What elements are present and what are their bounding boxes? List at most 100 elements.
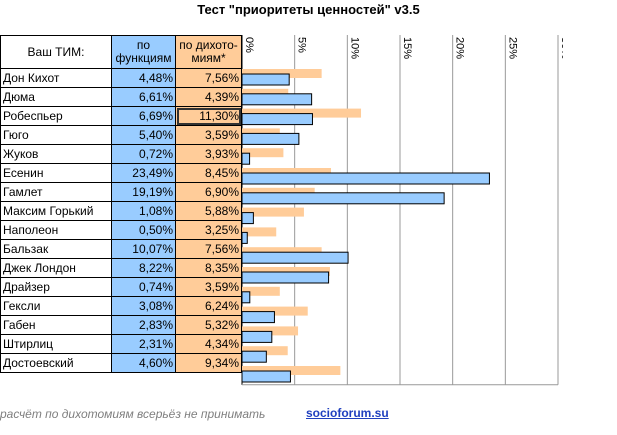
table-row: Достоевский 4,60% 9,34% (0, 353, 242, 373)
table-row: Гюго 5,40% 3,59% (0, 125, 242, 145)
bar-functions (241, 231, 248, 244)
x-tick-label: 5% (296, 37, 308, 53)
row-dich-value: 3,59% (175, 277, 242, 297)
row-name: Дюма (0, 87, 112, 107)
row-func-value: 0,74% (111, 277, 176, 297)
header-by-functions: по функциям (111, 35, 176, 69)
table-row: Есенин 23,49% 8,45% (0, 163, 242, 183)
row-name: Наполеон (0, 220, 112, 240)
row-dich-value: 4,34% (175, 334, 242, 354)
bar-dichotomies (242, 366, 341, 375)
row-name: Есенин (0, 163, 112, 183)
row-func-value: 3,08% (111, 296, 176, 316)
bar-dichotomies (242, 227, 277, 237)
x-tick-label: 25% (506, 37, 518, 59)
table-header-row: Ваш ТИМ: по функциям по дихото-миям* (0, 35, 242, 69)
table-row: Максим Горький 1,08% 5,88% (0, 201, 242, 221)
bar-functions (241, 212, 254, 225)
table-row: Робеспьер 6,69% 11,30% (0, 106, 242, 126)
row-dich-value: 6,90% (175, 182, 242, 202)
bar-functions (241, 330, 273, 343)
bar-functions (241, 172, 490, 185)
table-row: Бальзак 10,07% 7,56% (0, 239, 242, 259)
row-name: Жуков (0, 144, 112, 164)
bar-functions (241, 132, 300, 145)
row-func-value: 6,69% (111, 106, 176, 126)
row-name: Гамлет (0, 182, 112, 202)
x-tick-label: 20% (454, 37, 466, 59)
table-row: Наполеон 0,50% 3,25% (0, 220, 242, 240)
row-func-value: 4,60% (111, 353, 176, 373)
table-row: Дюма 6,61% 4,39% (0, 87, 242, 107)
row-func-value: 0,50% (111, 220, 176, 240)
row-func-value: 23,49% (111, 163, 176, 183)
row-dich-value: 6,24% (175, 296, 242, 316)
row-dich-value: 5,88% (175, 201, 242, 221)
row-dich-value: 3,25% (175, 220, 242, 240)
bar-chart: 0% 5% 10% 15% 20% 25% 30% (241, 35, 563, 386)
bar-functions (241, 93, 313, 106)
row-name: Бальзак (0, 239, 112, 259)
x-tick-label: 30% (559, 37, 563, 59)
header-by-dichotomies: по дихото-миям* (175, 35, 242, 69)
bar-functions (241, 291, 251, 304)
row-func-value: 5,40% (111, 125, 176, 145)
bar-functions (241, 350, 267, 363)
row-func-value: 2,31% (111, 334, 176, 354)
row-name: Гюго (0, 125, 112, 145)
row-name: Достоевский (0, 353, 112, 373)
row-name: Драйзер (0, 277, 112, 297)
x-tick-label: 0% (243, 37, 255, 53)
table-row: Дон Кихот 4,48% 7,56% (0, 68, 242, 88)
row-dich-value: 8,45% (175, 163, 242, 183)
row-name: Максим Горький (0, 201, 112, 221)
row-dich-value: 8,35% (175, 258, 242, 278)
row-dich-value: 5,32% (175, 315, 242, 335)
chart-title: Тест "приоритеты ценностей" v3.5 (197, 2, 420, 17)
row-dich-value: 9,34% (175, 353, 242, 373)
row-name: Джек Лондон (0, 258, 112, 278)
row-func-value: 2,83% (111, 315, 176, 335)
footer-note: расчёт по дихотомиям всерьёз не принимат… (0, 407, 266, 421)
bar-dichotomies (242, 128, 280, 138)
row-dich-value: 3,93% (175, 144, 242, 164)
bar-functions (241, 113, 313, 126)
row-func-value: 0,72% (111, 144, 176, 164)
bar-functions (241, 370, 291, 383)
row-dich-value: 3,59% (175, 125, 242, 145)
row-func-value: 19,19% (111, 182, 176, 202)
row-func-value: 4,48% (111, 68, 176, 88)
bar-functions (241, 251, 349, 264)
table-row: Жуков 0,72% 3,93% (0, 144, 242, 164)
table-row: Габен 2,83% 5,32% (0, 315, 242, 335)
bar-dichotomies (242, 148, 284, 158)
row-name: Габен (0, 315, 112, 335)
row-func-value: 6,61% (111, 87, 176, 107)
header-tim: Ваш ТИМ: (0, 35, 112, 69)
row-dich-value: 4,39% (175, 87, 242, 107)
bar-dichotomies (242, 207, 304, 217)
table-row: Драйзер 0,74% 3,59% (0, 277, 242, 297)
results-table: Ваш ТИМ: по функциям по дихото-миям* Дон… (0, 35, 242, 373)
table-row: Джек Лондон 8,22% 8,35% (0, 258, 242, 278)
row-name: Штирлиц (0, 334, 112, 354)
row-name: Робеспьер (0, 106, 112, 126)
row-name: Гексли (0, 296, 112, 316)
bar-functions (241, 73, 290, 86)
bar-functions (241, 192, 445, 205)
bar-functions (241, 311, 275, 324)
table-row: Гамлет 19,19% 6,90% (0, 182, 242, 202)
bar-dichotomies (242, 286, 280, 296)
row-dich-value: 7,56% (175, 68, 242, 88)
table-row: Гексли 3,08% 6,24% (0, 296, 242, 316)
bar-functions (241, 271, 330, 284)
row-dich-value: 11,30% (175, 106, 242, 126)
x-tick-label: 15% (401, 37, 413, 59)
row-func-value: 1,08% (111, 201, 176, 221)
row-func-value: 8,22% (111, 258, 176, 278)
row-name: Дон Кихот (0, 68, 112, 88)
row-dich-value: 7,56% (175, 239, 242, 259)
row-func-value: 10,07% (111, 239, 176, 259)
bar-functions (241, 152, 251, 165)
site-link[interactable]: socioforum.su (306, 406, 389, 420)
